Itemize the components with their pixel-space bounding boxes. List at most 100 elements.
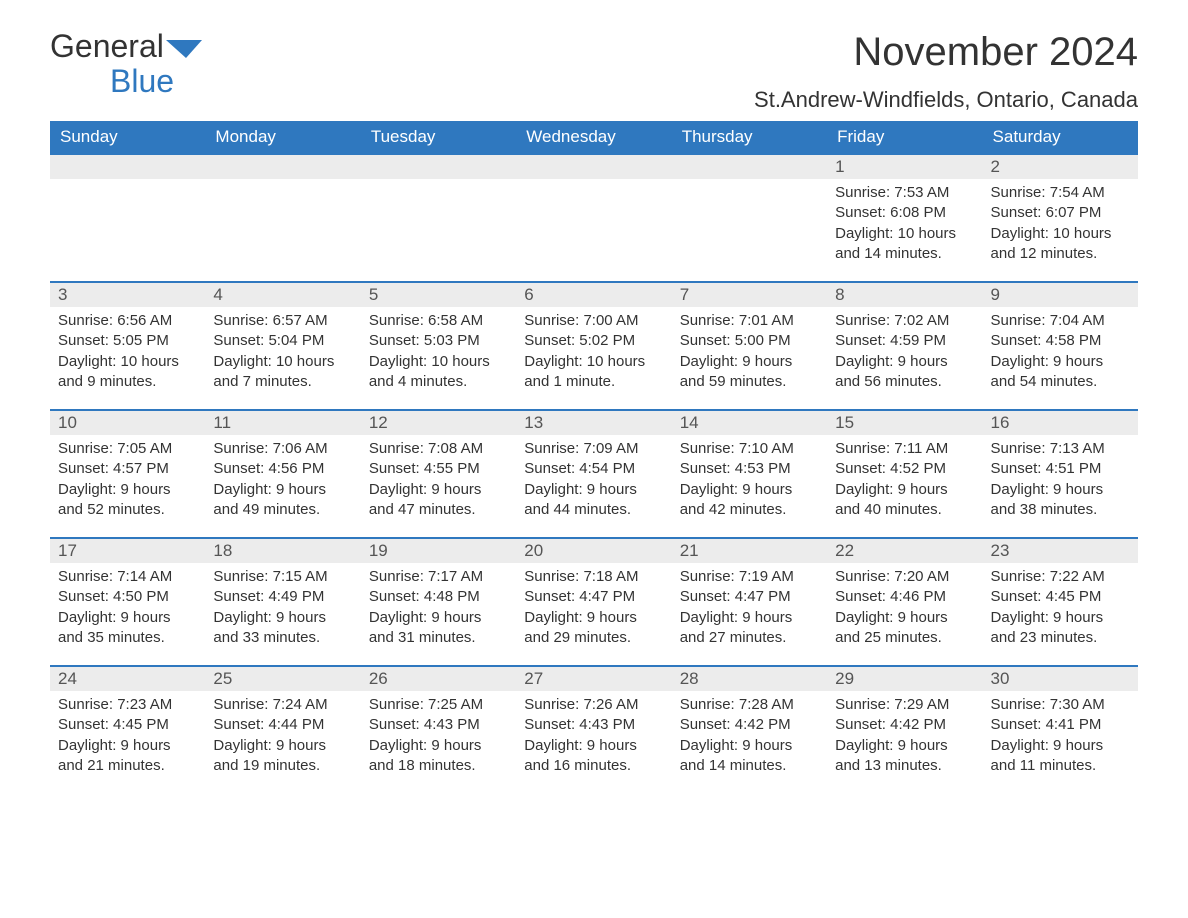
header: General Blue November 2024 St.Andrew-Win… [50, 30, 1138, 113]
daylight-line: Daylight: 9 hours and 25 minutes. [835, 608, 974, 649]
daylight-line: Daylight: 9 hours and 14 minutes. [680, 736, 819, 777]
day-number: 6 [516, 283, 671, 307]
calendar-day-cell: 26Sunrise: 7:25 AMSunset: 4:43 PMDayligh… [361, 666, 516, 794]
calendar-day-cell: 9Sunrise: 7:04 AMSunset: 4:58 PMDaylight… [983, 282, 1138, 410]
day-number: 3 [50, 283, 205, 307]
sunset-line: Sunset: 4:57 PM [58, 459, 197, 479]
day-data: Sunrise: 7:22 AMSunset: 4:45 PMDaylight:… [983, 563, 1138, 656]
weekday-header: Thursday [672, 121, 827, 154]
calendar-body: 1Sunrise: 7:53 AMSunset: 6:08 PMDaylight… [50, 154, 1138, 794]
day-number: 10 [50, 411, 205, 435]
calendar-day-cell: 20Sunrise: 7:18 AMSunset: 4:47 PMDayligh… [516, 538, 671, 666]
day-data: Sunrise: 7:30 AMSunset: 4:41 PMDaylight:… [983, 691, 1138, 784]
calendar-day-cell: 30Sunrise: 7:30 AMSunset: 4:41 PMDayligh… [983, 666, 1138, 794]
calendar-table: SundayMondayTuesdayWednesdayThursdayFrid… [50, 121, 1138, 794]
day-data: Sunrise: 7:23 AMSunset: 4:45 PMDaylight:… [50, 691, 205, 784]
daylight-line: Daylight: 9 hours and 54 minutes. [991, 352, 1130, 393]
day-number: 1 [827, 155, 982, 179]
daylight-line: Daylight: 9 hours and 33 minutes. [213, 608, 352, 649]
calendar-day-cell: 17Sunrise: 7:14 AMSunset: 4:50 PMDayligh… [50, 538, 205, 666]
daylight-line: Daylight: 10 hours and 4 minutes. [369, 352, 508, 393]
sunset-line: Sunset: 5:04 PM [213, 331, 352, 351]
daylight-line: Daylight: 9 hours and 31 minutes. [369, 608, 508, 649]
daylight-line: Daylight: 9 hours and 38 minutes. [991, 480, 1130, 521]
calendar-day-cell: 27Sunrise: 7:26 AMSunset: 4:43 PMDayligh… [516, 666, 671, 794]
day-data: Sunrise: 7:15 AMSunset: 4:49 PMDaylight:… [205, 563, 360, 656]
sunrise-line: Sunrise: 7:19 AM [680, 567, 819, 587]
empty-day [205, 155, 360, 179]
day-number: 17 [50, 539, 205, 563]
day-number: 16 [983, 411, 1138, 435]
daylight-line: Daylight: 10 hours and 7 minutes. [213, 352, 352, 393]
calendar-day-cell [672, 154, 827, 282]
sunrise-line: Sunrise: 7:26 AM [524, 695, 663, 715]
day-number: 25 [205, 667, 360, 691]
day-number: 30 [983, 667, 1138, 691]
sunrise-line: Sunrise: 7:22 AM [991, 567, 1130, 587]
day-data: Sunrise: 7:26 AMSunset: 4:43 PMDaylight:… [516, 691, 671, 784]
calendar-day-cell: 28Sunrise: 7:28 AMSunset: 4:42 PMDayligh… [672, 666, 827, 794]
calendar-week-row: 24Sunrise: 7:23 AMSunset: 4:45 PMDayligh… [50, 666, 1138, 794]
sunrise-line: Sunrise: 7:01 AM [680, 311, 819, 331]
sunset-line: Sunset: 4:59 PM [835, 331, 974, 351]
location: St.Andrew-Windfields, Ontario, Canada [754, 87, 1138, 113]
sunset-line: Sunset: 4:45 PM [58, 715, 197, 735]
calendar-day-cell: 3Sunrise: 6:56 AMSunset: 5:05 PMDaylight… [50, 282, 205, 410]
daylight-line: Daylight: 9 hours and 49 minutes. [213, 480, 352, 521]
daylight-line: Daylight: 9 hours and 52 minutes. [58, 480, 197, 521]
calendar-day-cell: 4Sunrise: 6:57 AMSunset: 5:04 PMDaylight… [205, 282, 360, 410]
day-number: 9 [983, 283, 1138, 307]
day-data: Sunrise: 7:02 AMSunset: 4:59 PMDaylight:… [827, 307, 982, 400]
calendar-day-cell [361, 154, 516, 282]
day-number: 11 [205, 411, 360, 435]
daylight-line: Daylight: 10 hours and 14 minutes. [835, 224, 974, 265]
calendar-day-cell: 2Sunrise: 7:54 AMSunset: 6:07 PMDaylight… [983, 154, 1138, 282]
sunrise-line: Sunrise: 7:30 AM [991, 695, 1130, 715]
calendar-day-cell: 19Sunrise: 7:17 AMSunset: 4:48 PMDayligh… [361, 538, 516, 666]
sunset-line: Sunset: 4:54 PM [524, 459, 663, 479]
calendar-day-cell: 15Sunrise: 7:11 AMSunset: 4:52 PMDayligh… [827, 410, 982, 538]
day-data: Sunrise: 6:57 AMSunset: 5:04 PMDaylight:… [205, 307, 360, 400]
flag-icon [164, 33, 204, 65]
day-data: Sunrise: 7:18 AMSunset: 4:47 PMDaylight:… [516, 563, 671, 656]
calendar-day-cell: 22Sunrise: 7:20 AMSunset: 4:46 PMDayligh… [827, 538, 982, 666]
logo-text-2: Blue [110, 63, 174, 99]
sunrise-line: Sunrise: 7:13 AM [991, 439, 1130, 459]
day-data: Sunrise: 7:13 AMSunset: 4:51 PMDaylight:… [983, 435, 1138, 528]
calendar-week-row: 3Sunrise: 6:56 AMSunset: 5:05 PMDaylight… [50, 282, 1138, 410]
sunset-line: Sunset: 6:08 PM [835, 203, 974, 223]
day-number: 7 [672, 283, 827, 307]
day-data: Sunrise: 7:54 AMSunset: 6:07 PMDaylight:… [983, 179, 1138, 272]
calendar-header: SundayMondayTuesdayWednesdayThursdayFrid… [50, 121, 1138, 154]
sunset-line: Sunset: 4:52 PM [835, 459, 974, 479]
sunrise-line: Sunrise: 6:57 AM [213, 311, 352, 331]
weekday-header: Saturday [983, 121, 1138, 154]
calendar-day-cell: 16Sunrise: 7:13 AMSunset: 4:51 PMDayligh… [983, 410, 1138, 538]
day-number: 8 [827, 283, 982, 307]
day-number: 12 [361, 411, 516, 435]
weekday-header: Sunday [50, 121, 205, 154]
sunset-line: Sunset: 4:56 PM [213, 459, 352, 479]
calendar-day-cell [50, 154, 205, 282]
day-data: Sunrise: 7:06 AMSunset: 4:56 PMDaylight:… [205, 435, 360, 528]
sunrise-line: Sunrise: 7:06 AM [213, 439, 352, 459]
sunrise-line: Sunrise: 7:15 AM [213, 567, 352, 587]
day-number: 23 [983, 539, 1138, 563]
sunset-line: Sunset: 4:53 PM [680, 459, 819, 479]
day-data: Sunrise: 7:09 AMSunset: 4:54 PMDaylight:… [516, 435, 671, 528]
calendar-day-cell: 8Sunrise: 7:02 AMSunset: 4:59 PMDaylight… [827, 282, 982, 410]
day-number: 15 [827, 411, 982, 435]
empty-day [361, 155, 516, 179]
day-number: 13 [516, 411, 671, 435]
sunset-line: Sunset: 4:51 PM [991, 459, 1130, 479]
sunset-line: Sunset: 6:07 PM [991, 203, 1130, 223]
empty-day [50, 155, 205, 179]
logo: General Blue [50, 30, 204, 97]
daylight-line: Daylight: 9 hours and 29 minutes. [524, 608, 663, 649]
sunrise-line: Sunrise: 7:17 AM [369, 567, 508, 587]
daylight-line: Daylight: 10 hours and 1 minute. [524, 352, 663, 393]
weekday-header: Tuesday [361, 121, 516, 154]
sunrise-line: Sunrise: 7:14 AM [58, 567, 197, 587]
sunset-line: Sunset: 4:43 PM [524, 715, 663, 735]
daylight-line: Daylight: 9 hours and 18 minutes. [369, 736, 508, 777]
